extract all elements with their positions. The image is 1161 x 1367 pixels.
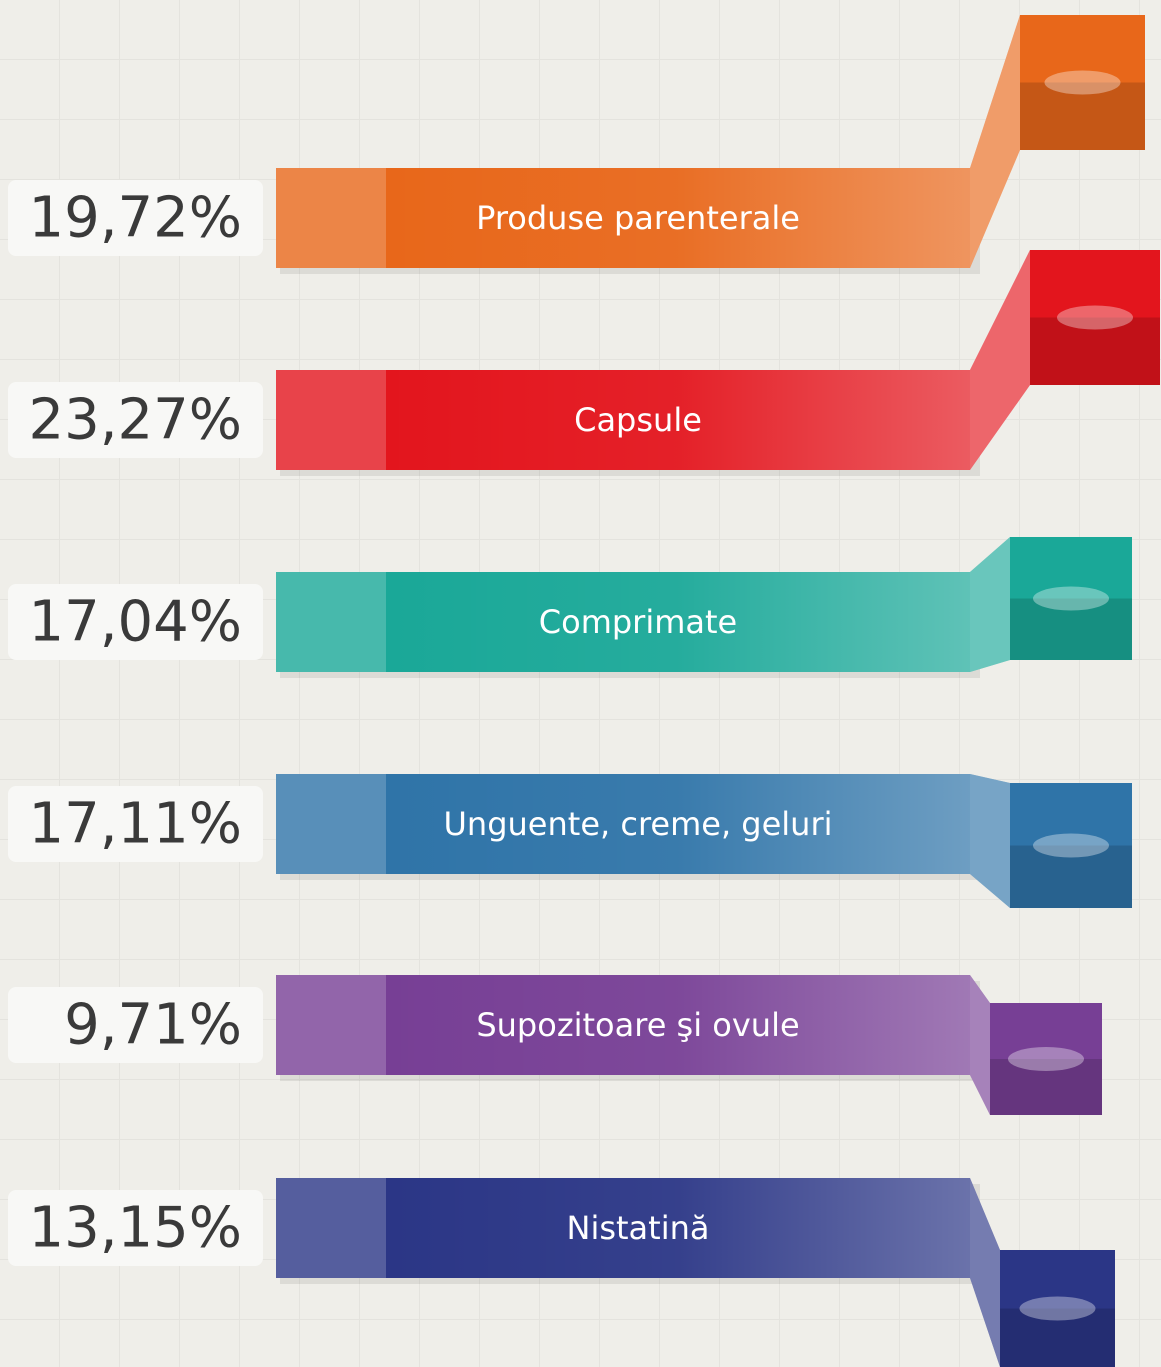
cube-face [990,1003,1102,1115]
bar-tab [276,370,386,470]
cube-face-shade [1010,598,1132,660]
value-text: 9,71% [64,993,242,1058]
bar-label: Produse parenterale [476,199,800,237]
icon [1019,1296,1096,1321]
icon [1033,833,1109,858]
value-box [8,1190,263,1266]
cube-face-shade [1020,82,1145,150]
bar-shine [386,975,970,1075]
cube-face-shade [1030,317,1160,385]
cube-side-light [970,250,1030,470]
cube-side [970,774,1010,908]
cube-side [970,1178,1000,1367]
bar-tab [276,975,386,1075]
bar-label: Comprimate [539,603,737,641]
bar-shine [386,370,970,470]
value-box [8,180,263,256]
bar-tab [276,572,386,672]
icon [1044,70,1121,95]
bar-shine [386,572,970,672]
bar-tab [276,1178,386,1278]
icon [1008,1047,1084,1071]
cube-side-light [970,537,1010,672]
cube-face [1030,250,1160,385]
value-text: 19,72% [28,186,242,251]
cube-face [1010,783,1132,908]
value-text: 23,27% [28,388,242,453]
cube-side-light [970,975,990,1115]
icon [1057,305,1133,330]
cube-face-shade [990,1059,1102,1115]
bar-shine [386,1178,970,1278]
cube-side [970,15,1020,268]
cube-face [1020,15,1145,150]
cube-face [1010,537,1132,660]
bar-label: Supozitoare şi ovule [476,1006,799,1044]
cube-face-shade [1010,845,1132,908]
bar-label: Capsule [574,401,702,439]
bar-shine [386,774,970,874]
value-text: 17,04% [28,590,242,655]
bar-tab [276,168,386,268]
value-box [8,987,263,1063]
value-box [8,584,263,660]
bar-label: Unguente, creme, geluri [444,805,833,843]
cube-side [970,975,990,1115]
bar-tab [276,774,386,874]
icon [1033,586,1109,611]
cube-side-light [970,774,1010,908]
cube-face-shade [1000,1308,1115,1367]
bar-shine [386,168,970,268]
value-box [8,786,263,862]
value-text: 13,15% [28,1196,242,1261]
cube-face [1000,1250,1115,1367]
cube-side [970,250,1030,470]
cube-side-light [970,1178,1000,1367]
value-box [8,382,263,458]
value-text: 17,11% [28,792,242,857]
bar-label: Nistatină [567,1209,710,1247]
cube-side-light [970,15,1020,268]
cube-side [970,537,1010,672]
